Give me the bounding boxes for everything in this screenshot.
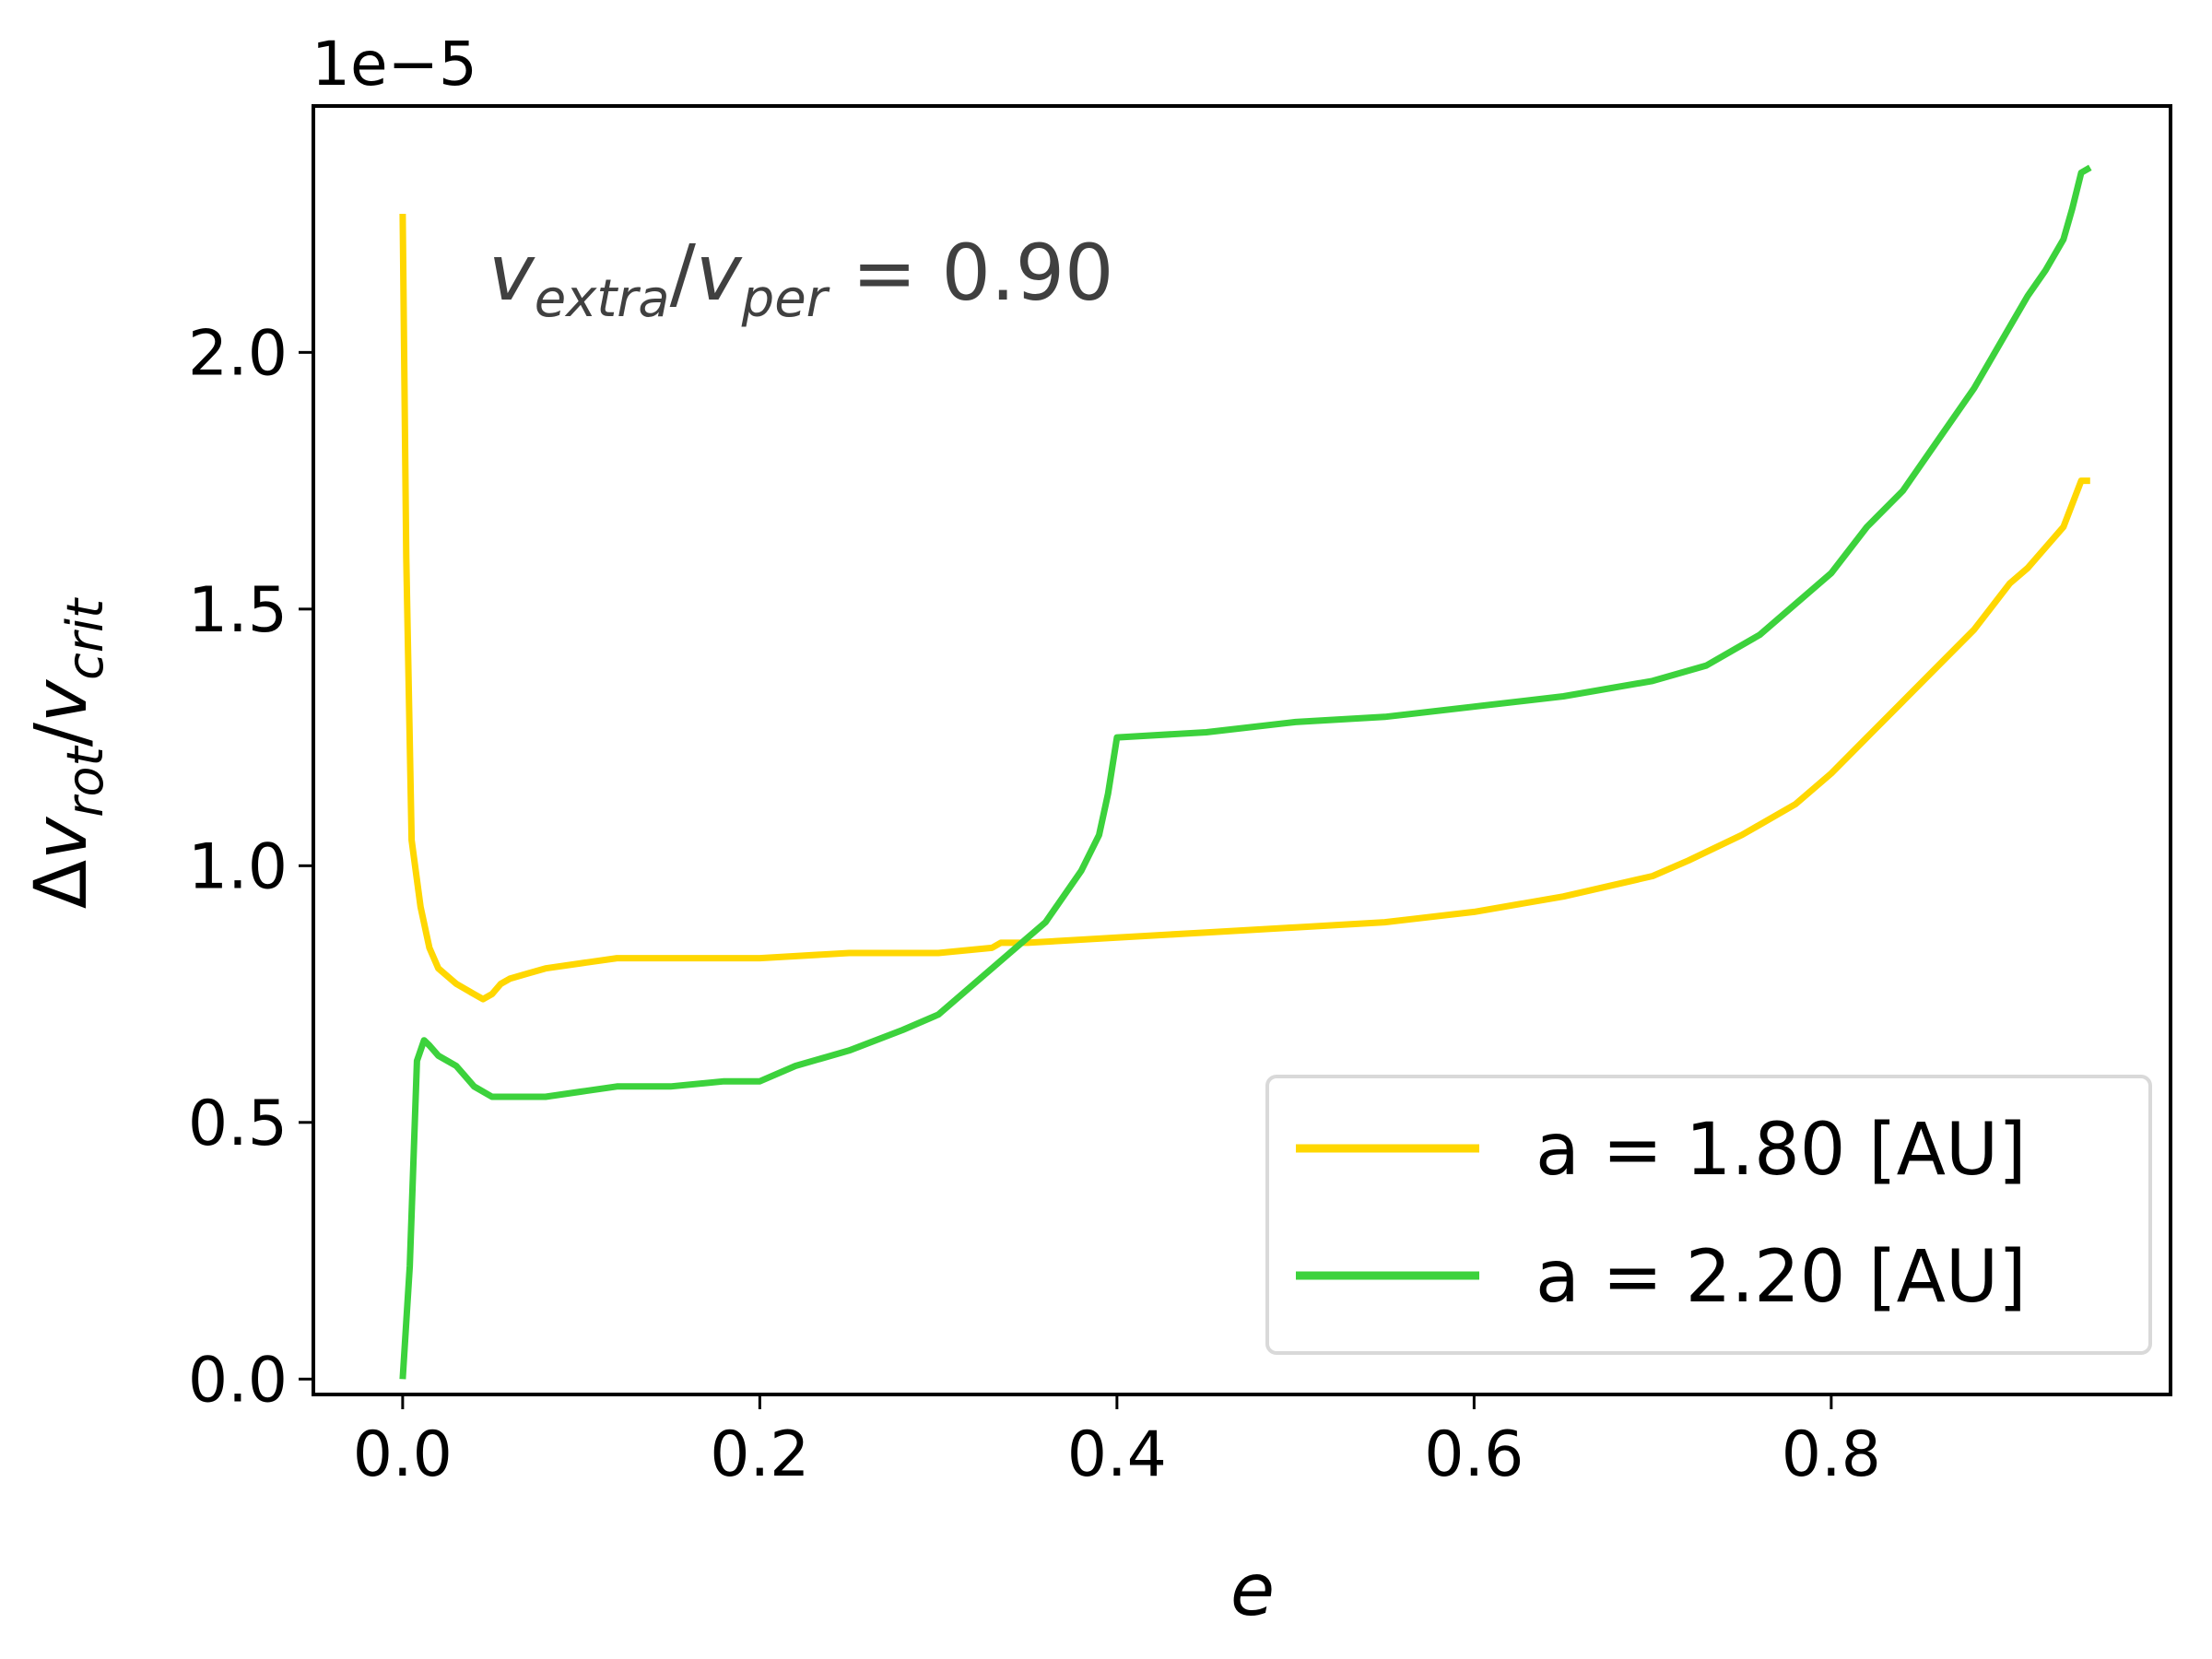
- x-ticks: 0.0 0.2 0.4 0.6 0.8: [353, 1394, 1881, 1491]
- x-tick-label: 0.4: [1067, 1418, 1167, 1491]
- x-tick-label: 0.2: [710, 1418, 809, 1491]
- legend-label-a-1.80: a = 1.80 [AU]: [1535, 1109, 2027, 1192]
- y-tick-label: 1.5: [188, 574, 288, 647]
- legend-label-a-2.20: a = 2.20 [AU]: [1535, 1236, 2027, 1319]
- y-tick-label: 2.0: [188, 317, 288, 390]
- x-tick-label: 0.0: [353, 1418, 453, 1491]
- x-tick-label: 0.6: [1424, 1418, 1524, 1491]
- legend-box: [1265, 1075, 2152, 1355]
- series-line-0: [399, 213, 2090, 1003]
- y-tick-label: 1.0: [188, 830, 288, 903]
- plot-lines: [399, 164, 2092, 1380]
- annotation-text: vextra/vper = 0.90: [488, 228, 1114, 329]
- x-axis-label: e: [1230, 1549, 1275, 1632]
- y-ticks: 0.0 0.5 1.0 1.5 2.0: [188, 317, 313, 1417]
- y-tick-label: 0.5: [188, 1088, 288, 1160]
- y-offset-label: 1e−5: [312, 29, 477, 100]
- series-line-1: [399, 164, 2092, 1380]
- y-axis-label: Δvrot/vcrit: [20, 597, 114, 909]
- x-tick-label: 0.8: [1782, 1418, 1881, 1491]
- plot-frame: [312, 104, 2172, 1396]
- legend: a = 1.80 [AU] a = 2.20 [AU]: [1265, 1075, 2152, 1355]
- y-tick-label: 0.0: [188, 1344, 288, 1417]
